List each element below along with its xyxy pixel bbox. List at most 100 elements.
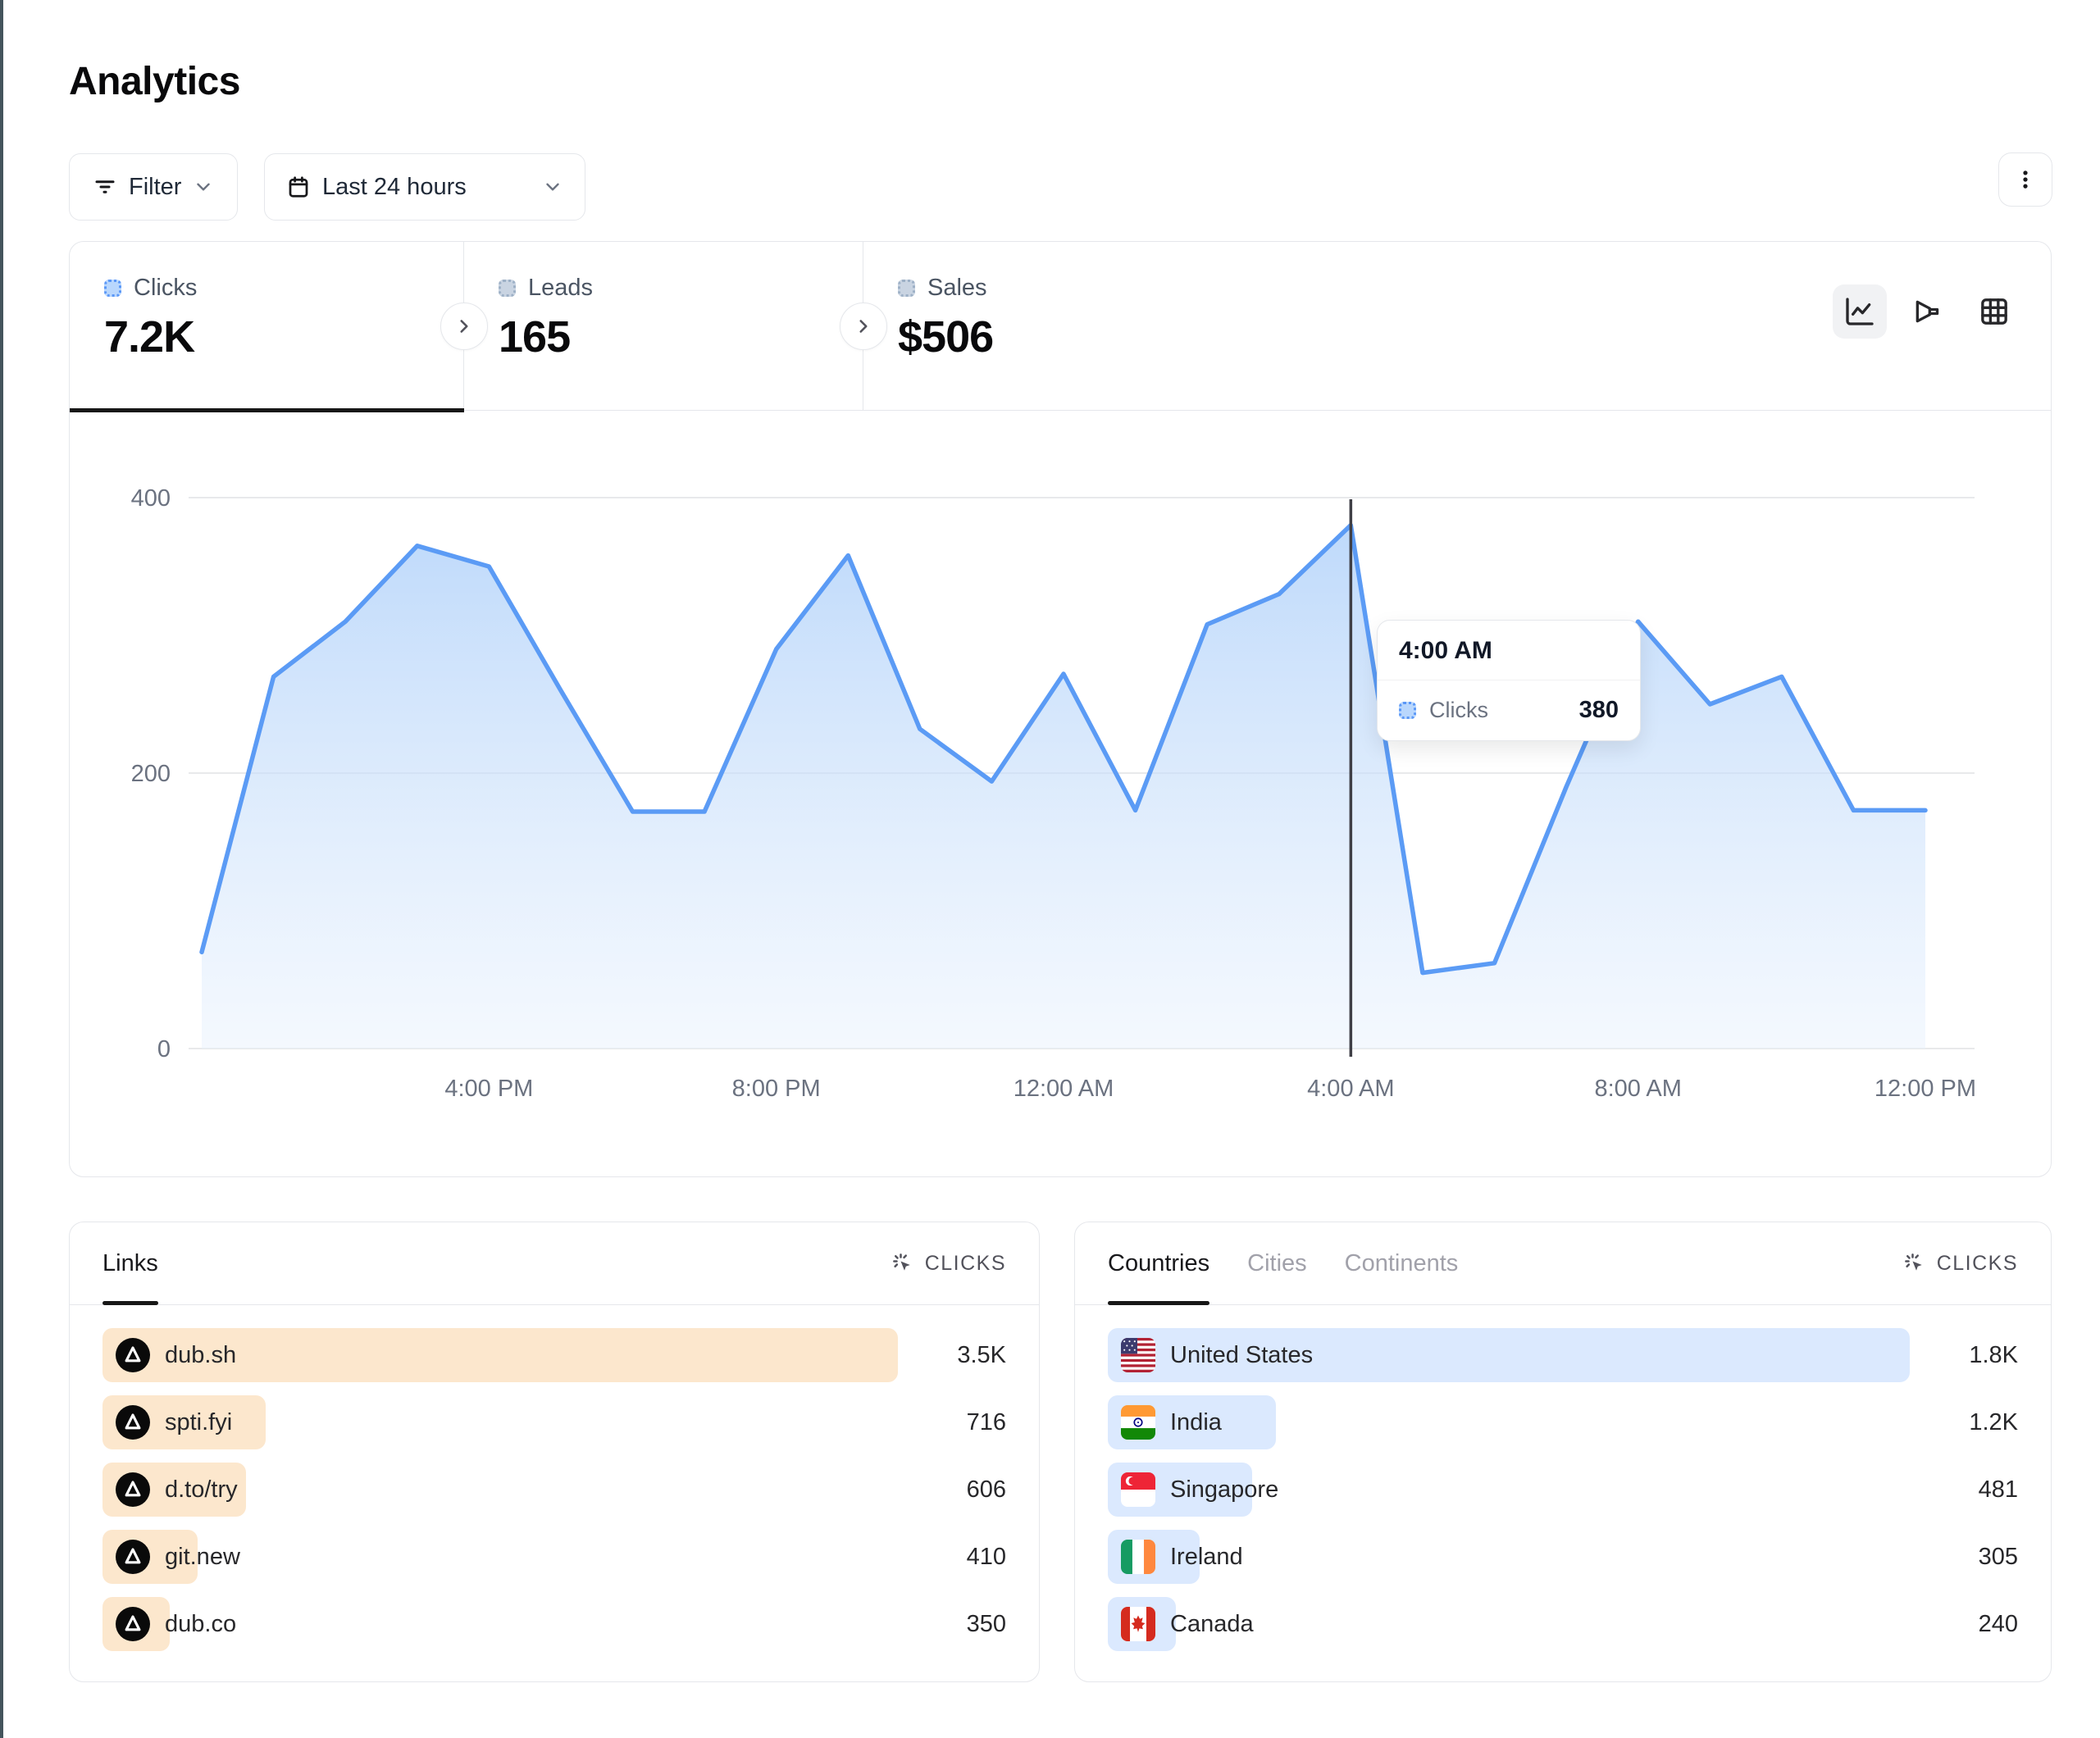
stat-value: 7.2K <box>104 312 195 362</box>
funnel-right-icon <box>1916 300 1939 323</box>
tab-label: Continents <box>1344 1249 1459 1276</box>
line-chart-view-button[interactable] <box>1833 284 1887 339</box>
table-view-button[interactable] <box>1967 284 2021 339</box>
calendar-icon <box>286 175 311 199</box>
svg-text:4:00 PM: 4:00 PM <box>444 1076 533 1102</box>
row-content: spti.fyi <box>116 1395 232 1449</box>
row-value: 305 <box>1978 1543 2018 1570</box>
date-range-button[interactable]: Last 24 hours <box>264 153 585 221</box>
tab-continents[interactable]: Continents <box>1345 1222 1459 1304</box>
list-item[interactable]: dub.co 350 <box>102 1597 1006 1651</box>
stat-label: Sales <box>927 275 987 301</box>
metric-label: CLICKS <box>924 1251 1006 1275</box>
svg-text:8:00 AM: 8:00 AM <box>1594 1076 1681 1102</box>
row-bar-track: India <box>1108 1395 1910 1449</box>
countries-panel-header: Countries Cities Continents CLICKS <box>1075 1222 2051 1305</box>
more-options-button[interactable] <box>1998 152 2052 207</box>
row-bar-track: Ireland <box>1108 1530 1910 1584</box>
row-content: d.to/try <box>116 1463 238 1517</box>
link-logo-icon <box>116 1472 150 1507</box>
links-list: dub.sh 3.5K spti.fyi 716 d.to/try 606 <box>70 1305 1039 1651</box>
analytics-card: Clicks 7.2K Leads 165 Sales $506 <box>69 241 2052 1177</box>
list-item[interactable]: India 1.2K <box>1108 1395 2018 1449</box>
stat-value: $506 <box>898 312 994 362</box>
stats-tabs-row: Clicks 7.2K Leads 165 Sales $506 <box>70 242 2051 412</box>
flag-icon-us <box>1121 1338 1155 1372</box>
links-metric-sort[interactable]: CLICKS <box>891 1251 1006 1276</box>
tooltip-value: 380 <box>1578 697 1619 723</box>
list-item[interactable]: Ireland 305 <box>1108 1530 2018 1584</box>
link-logo-icon <box>116 1540 150 1574</box>
row-value: 1.2K <box>1969 1408 2018 1435</box>
row-label: Ireland <box>1170 1543 1243 1570</box>
tooltip-legend-swatch <box>1399 702 1416 719</box>
row-label: d.to/try <box>165 1476 238 1503</box>
tab-sales[interactable]: Sales $506 <box>863 242 2051 410</box>
list-item[interactable]: Singapore 481 <box>1108 1463 2018 1517</box>
active-tab-underline <box>70 408 464 412</box>
row-value: 716 <box>966 1408 1006 1435</box>
left-edge-accent <box>0 0 3 1738</box>
kebab-menu-icon <box>2013 167 2038 192</box>
link-logo-icon <box>116 1607 150 1641</box>
tab-label: Countries <box>1108 1249 1210 1276</box>
leads-legend-swatch <box>499 280 516 297</box>
list-item[interactable]: git.new 410 <box>102 1530 1006 1584</box>
list-item[interactable]: Canada 240 <box>1108 1597 2018 1651</box>
chevron-down-icon <box>542 176 563 198</box>
row-label: spti.fyi <box>165 1408 233 1435</box>
funnel-view-button[interactable] <box>1900 284 1954 339</box>
link-logo-icon <box>116 1405 150 1440</box>
grid-table-icon <box>1981 298 2007 325</box>
expand-leads-button[interactable] <box>840 303 887 350</box>
tab-countries[interactable]: Countries <box>1108 1222 1210 1305</box>
links-panel: Links CLICKS dub.sh 3.5K spti.fyi <box>69 1222 1040 1682</box>
cursor-click-icon <box>1902 1251 1927 1276</box>
row-value: 240 <box>1978 1610 2018 1637</box>
row-label: Canada <box>1170 1610 1254 1637</box>
row-label: India <box>1170 1408 1222 1435</box>
row-label: dub.co <box>165 1610 237 1637</box>
list-item[interactable]: d.to/try 606 <box>102 1463 1006 1517</box>
stat-label: Leads <box>528 275 594 301</box>
chevron-down-icon <box>193 176 214 198</box>
filter-button[interactable]: Filter <box>69 153 239 221</box>
metric-label: CLICKS <box>1936 1251 2018 1275</box>
row-bar-track: United States <box>1108 1328 1910 1382</box>
chevron-right-icon <box>859 320 868 333</box>
countries-metric-sort[interactable]: CLICKS <box>1902 1251 2018 1276</box>
row-content: Singapore <box>1121 1463 1278 1517</box>
clicks-area-chart[interactable]: 0 200 400 4:00 PM 8:00 PM 12:00 AM 4:00 AM 8:00… <box>70 411 2050 1176</box>
tab-links[interactable]: Links <box>102 1222 158 1305</box>
tab-clicks[interactable]: Clicks 7.2K <box>70 242 464 410</box>
row-label: dub.sh <box>165 1341 237 1368</box>
chevron-right-icon <box>460 320 468 333</box>
tab-label: Links <box>102 1249 158 1276</box>
countries-list: United States 1.8K India 1.2K Singapore … <box>1075 1305 2051 1651</box>
date-range-label: Last 24 hours <box>322 173 467 200</box>
sales-legend-swatch <box>898 280 915 297</box>
svg-text:12:00 AM: 12:00 AM <box>1014 1076 1114 1102</box>
svg-text:400: 400 <box>131 485 171 512</box>
row-bar-track: Singapore <box>1108 1463 1910 1517</box>
link-logo-icon <box>116 1338 150 1372</box>
svg-text:8:00 PM: 8:00 PM <box>732 1076 821 1102</box>
clicks-legend-swatch <box>104 280 121 297</box>
chart-canvas[interactable]: 0 200 400 4:00 PM 8:00 PM 12:00 AM 4:00 AM 8:00… <box>70 411 2050 1176</box>
svg-text:12:00 PM: 12:00 PM <box>1875 1076 1976 1102</box>
list-item[interactable]: dub.sh 3.5K <box>102 1328 1006 1382</box>
countries-panel: Countries Cities Continents CLICKS U <box>1074 1222 2052 1682</box>
stat-label: Clicks <box>134 275 198 301</box>
cursor-click-icon <box>891 1251 915 1276</box>
funnel-filter-icon <box>93 175 117 199</box>
expand-clicks-button[interactable] <box>440 303 488 350</box>
flag-icon-sg <box>1121 1472 1155 1507</box>
filter-label: Filter <box>129 173 182 200</box>
tab-leads[interactable]: Leads 165 <box>464 242 863 410</box>
chart-type-toggle <box>1833 284 2021 339</box>
list-item[interactable]: spti.fyi 716 <box>102 1395 1006 1449</box>
tab-cities[interactable]: Cities <box>1247 1222 1307 1304</box>
list-item[interactable]: United States 1.8K <box>1108 1328 2018 1382</box>
row-content: Canada <box>1121 1597 1254 1651</box>
